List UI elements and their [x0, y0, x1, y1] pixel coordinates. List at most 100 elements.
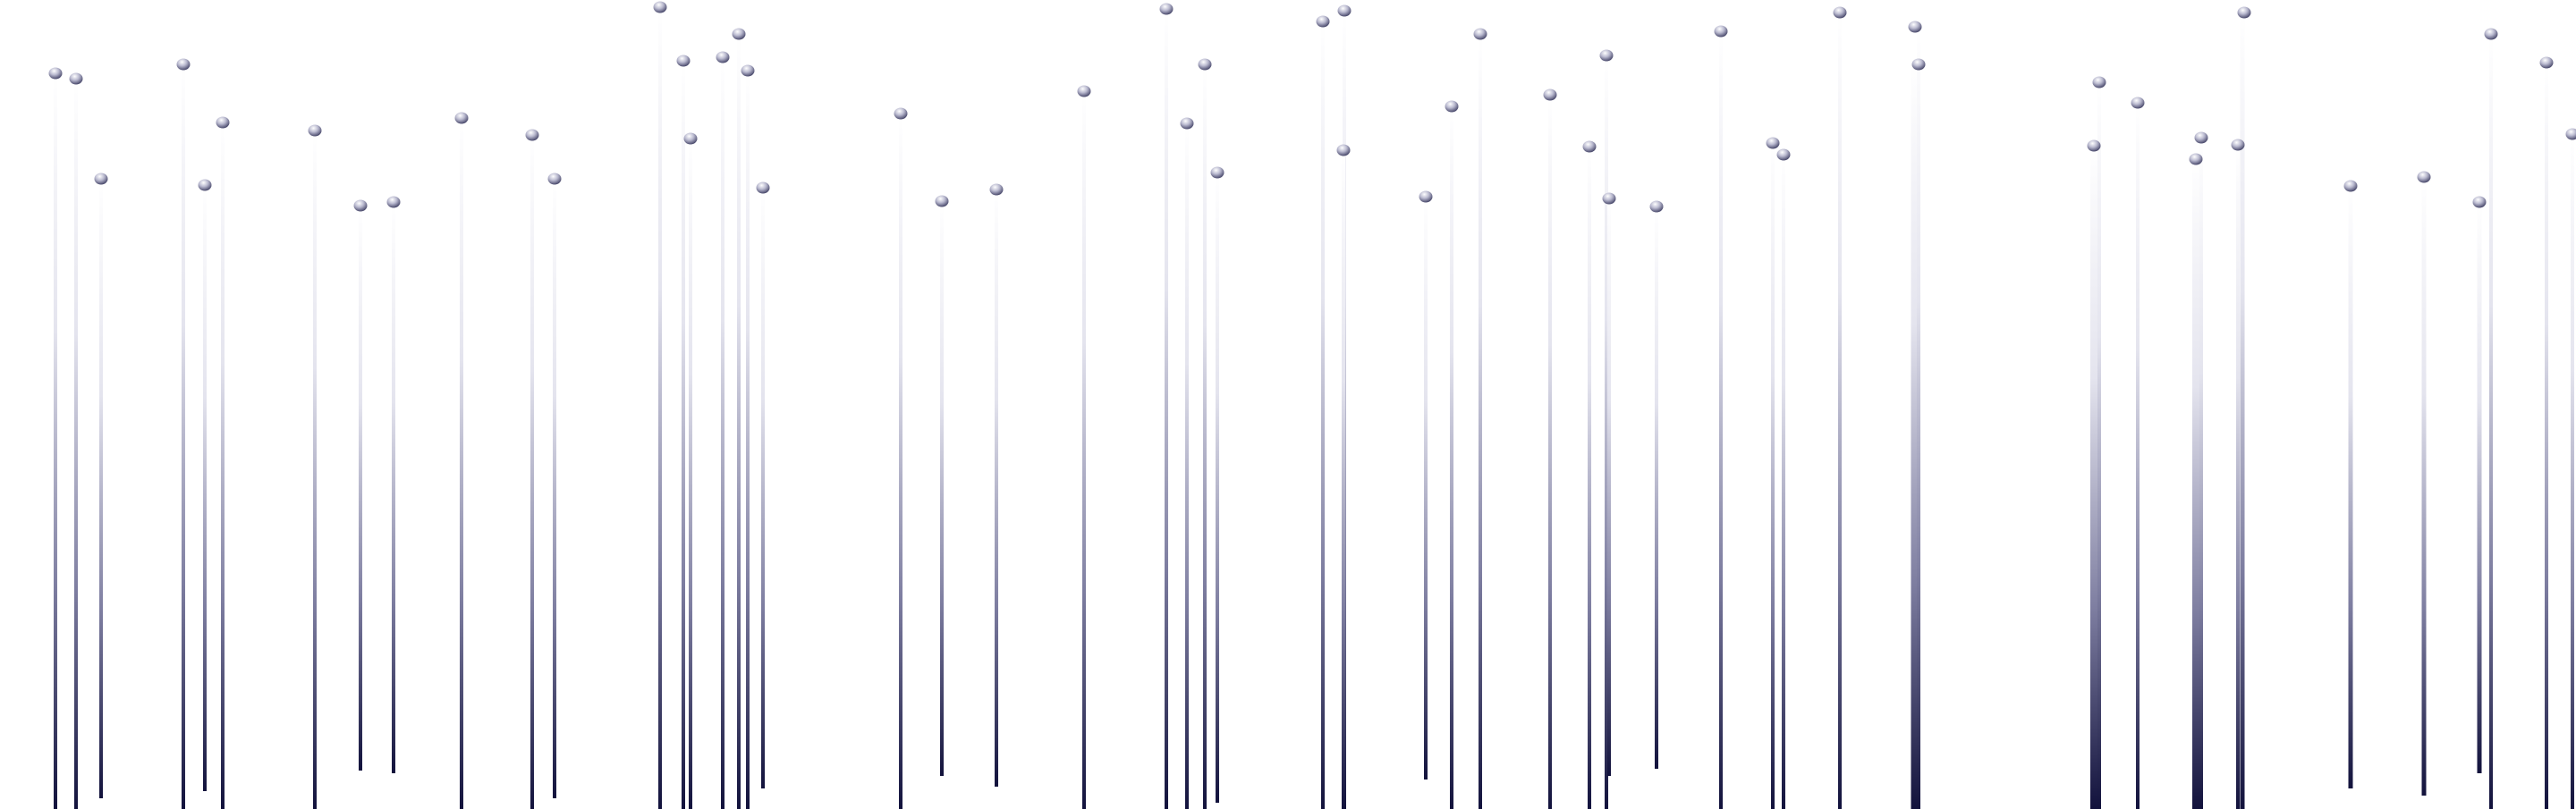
bulb-dot: [2484, 28, 2498, 40]
stem-line: [1771, 143, 1775, 809]
bulb-dot: [2417, 171, 2431, 183]
stem-line: [2421, 177, 2427, 796]
bulb-dot: [547, 173, 562, 185]
bulb-dot: [1714, 25, 1728, 38]
stem-line: [1655, 206, 1658, 769]
bulb-dot: [216, 116, 230, 129]
bulb-dot: [1599, 49, 1614, 62]
stem-line: [1216, 173, 1219, 803]
stem-line: [1838, 13, 1842, 809]
bulb-dot: [1336, 144, 1351, 156]
stem-line: [1917, 28, 1920, 809]
bulb-dot: [1077, 85, 1091, 97]
bulb-dot: [94, 173, 108, 185]
stem-line: [1165, 9, 1168, 809]
stem-line: [1082, 91, 1086, 809]
stem-line: [74, 79, 78, 809]
bulb-dot: [1908, 21, 1922, 33]
stem-line: [1185, 123, 1189, 809]
bulb-dot: [198, 179, 212, 191]
stem-line: [182, 64, 185, 809]
bulb-dot: [1337, 4, 1352, 17]
bulb-dot: [894, 107, 908, 120]
bulb-dot: [2194, 131, 2208, 144]
bulb-dot: [1833, 6, 1847, 19]
bulb-dot: [1445, 100, 1459, 113]
stem-line: [2136, 103, 2140, 809]
bulb-dot: [1766, 137, 1780, 149]
bulb-dot: [1911, 58, 1926, 71]
stem-line: [2571, 134, 2574, 809]
stem-line: [392, 202, 395, 773]
bulb-dot: [454, 112, 469, 124]
stem-line: [99, 179, 103, 798]
stem-line: [899, 114, 902, 809]
bulb-dot: [353, 199, 368, 212]
bulb-dot: [732, 28, 746, 40]
bulb-dot: [756, 181, 770, 194]
stem-line: [689, 139, 692, 809]
stem-line: [682, 61, 685, 809]
stem-line: [2545, 63, 2548, 809]
stem-line: [658, 7, 662, 809]
stem-line: [359, 206, 362, 771]
bulb-dot: [1180, 117, 1194, 130]
bulb-dot: [2189, 153, 2203, 165]
bulb-dot: [48, 67, 63, 80]
bulb-dot: [2472, 196, 2487, 208]
bulb-dot: [653, 1, 667, 13]
stem-line: [2192, 159, 2199, 809]
bulb-dot: [2231, 139, 2245, 151]
bulb-dot: [716, 51, 730, 63]
bulb-dot: [676, 55, 691, 67]
bulb-dot: [386, 196, 401, 208]
bulb-dot: [683, 132, 698, 145]
bulb-dot: [1776, 148, 1791, 161]
stem-line: [2199, 138, 2203, 809]
stem-line: [2240, 13, 2245, 809]
bulb-dot: [1159, 3, 1174, 15]
stem-line: [54, 73, 57, 809]
stem-line: [1588, 147, 1591, 809]
stem-line: [1342, 150, 1345, 809]
stem-line: [530, 135, 534, 809]
bulb-dot: [1582, 140, 1597, 153]
stem-line: [1548, 95, 1552, 809]
bulb-dot: [2565, 128, 2576, 140]
stem-line: [1911, 63, 1919, 809]
bulb-dot: [1543, 88, 1557, 101]
bulb-dot: [1649, 200, 1664, 213]
bulb-dot: [989, 183, 1004, 196]
bulb-dot: [2237, 6, 2251, 19]
stem-line: [2489, 34, 2493, 809]
stem-line: [1719, 31, 1723, 809]
bulb-dot: [176, 58, 191, 71]
bulb-dot: [741, 64, 755, 77]
stem-line: [2348, 186, 2353, 788]
bulbs-group: [48, 1, 2576, 213]
stem-line: [221, 122, 225, 809]
stem-line: [737, 34, 741, 809]
stem-line: [2090, 146, 2097, 809]
stem-line: [1605, 55, 1608, 809]
stem-line: [2477, 202, 2482, 773]
bulb-dot: [1316, 15, 1330, 28]
bulb-dot: [1210, 166, 1224, 179]
stem-line: [1424, 197, 1428, 780]
stem-line: [761, 188, 765, 788]
stem-line: [1203, 64, 1207, 809]
bulb-dot: [308, 124, 322, 137]
bulb-dot: [2539, 56, 2554, 69]
stem-line: [1450, 106, 1453, 809]
bulb-dot: [2343, 180, 2358, 192]
stem-line: [2097, 82, 2101, 809]
stems-group: [54, 7, 2574, 809]
bulb-dot: [2087, 139, 2101, 152]
stem-line: [1321, 21, 1325, 809]
stem-line: [1479, 34, 1482, 809]
bulb-dot: [525, 129, 539, 141]
stem-line: [995, 190, 998, 787]
stem-line: [1782, 155, 1785, 809]
